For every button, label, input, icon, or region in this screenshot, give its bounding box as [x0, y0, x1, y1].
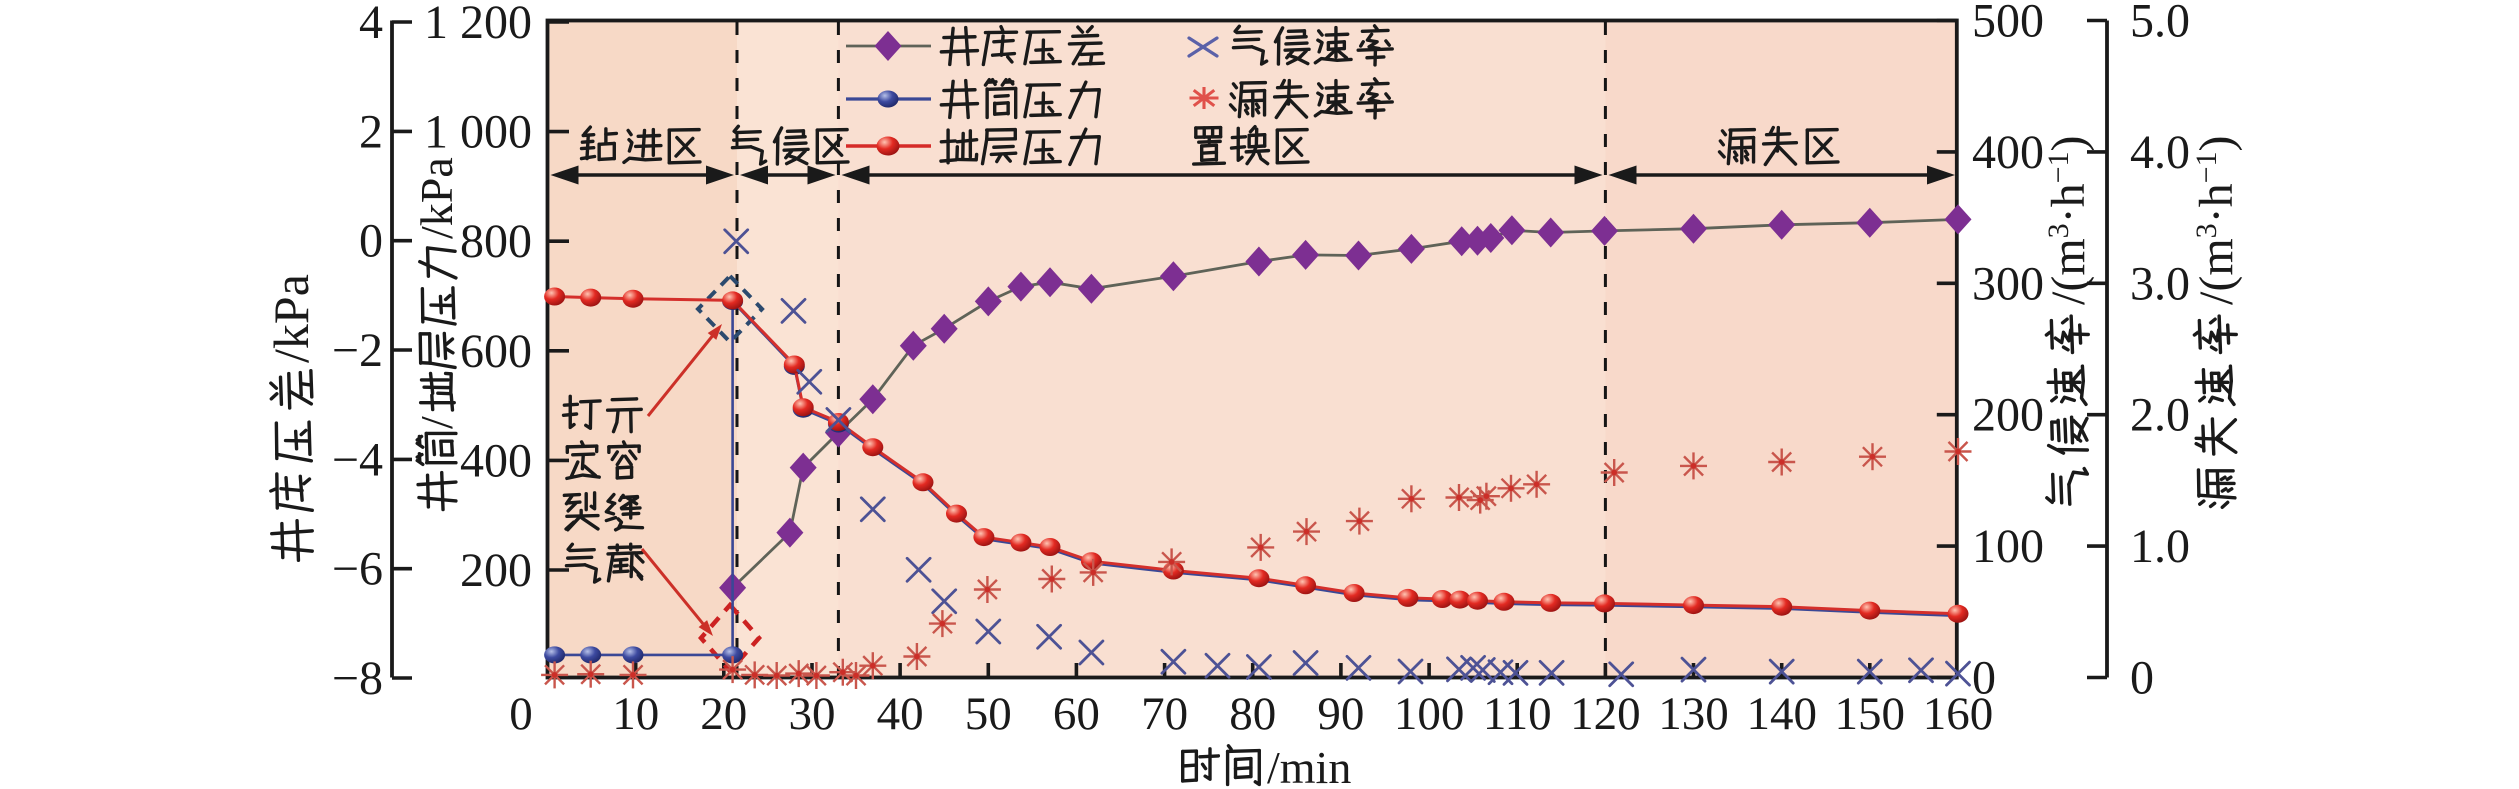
- svg-text:0: 0: [509, 688, 533, 740]
- svg-text:80: 80: [1229, 688, 1276, 740]
- svg-text:120: 120: [1570, 688, 1641, 740]
- svg-text:/: /: [411, 416, 462, 429]
- svg-text:/kPa: /kPa: [411, 157, 462, 239]
- svg-text:2.0: 2.0: [2130, 389, 2190, 442]
- svg-text:60: 60: [1053, 688, 1100, 740]
- svg-text:4: 4: [359, 0, 383, 49]
- svg-text:/min: /min: [1267, 742, 1351, 789]
- svg-text:160: 160: [1923, 688, 1994, 740]
- svg-text:150: 150: [1835, 688, 1906, 740]
- svg-text:400: 400: [460, 434, 532, 487]
- svg-text:30: 30: [789, 688, 836, 740]
- svg-text:110: 110: [1483, 688, 1552, 740]
- svg-text:3.0: 3.0: [2130, 257, 2190, 310]
- svg-text:0: 0: [359, 215, 383, 268]
- svg-text:−4: −4: [332, 433, 383, 486]
- svg-text:100: 100: [1394, 688, 1465, 740]
- svg-text:300: 300: [1972, 257, 2044, 310]
- svg-text:100: 100: [1972, 520, 2044, 573]
- svg-text:800: 800: [460, 215, 532, 268]
- svg-text:200: 200: [1972, 389, 2044, 442]
- svg-text:0: 0: [1972, 652, 1996, 705]
- svg-text:−8: −8: [332, 652, 383, 705]
- svg-text:500: 500: [1972, 0, 2044, 48]
- svg-text:200: 200: [460, 544, 532, 597]
- svg-text:70: 70: [1141, 688, 1188, 740]
- svg-text:90: 90: [1317, 688, 1364, 740]
- svg-text:/kPa: /kPa: [263, 274, 319, 363]
- svg-text:140: 140: [1746, 688, 1817, 740]
- svg-text:600: 600: [460, 325, 532, 378]
- svg-text:−2: −2: [332, 324, 383, 377]
- svg-text:40: 40: [877, 688, 924, 740]
- svg-text:5.0: 5.0: [2130, 0, 2190, 48]
- svg-text:2: 2: [359, 105, 383, 158]
- svg-text:1.0: 1.0: [2130, 520, 2190, 573]
- svg-text:130: 130: [1658, 688, 1729, 740]
- svg-text:50: 50: [965, 688, 1012, 740]
- svg-text:1 000: 1 000: [424, 106, 532, 159]
- svg-text:400: 400: [1972, 126, 2044, 179]
- svg-text:−6: −6: [332, 543, 383, 596]
- svg-text:1 200: 1 200: [424, 0, 532, 49]
- svg-text:4.0: 4.0: [2130, 126, 2190, 179]
- svg-text:20: 20: [700, 688, 747, 740]
- svg-text:0: 0: [2130, 652, 2154, 705]
- svg-text:10: 10: [612, 688, 659, 740]
